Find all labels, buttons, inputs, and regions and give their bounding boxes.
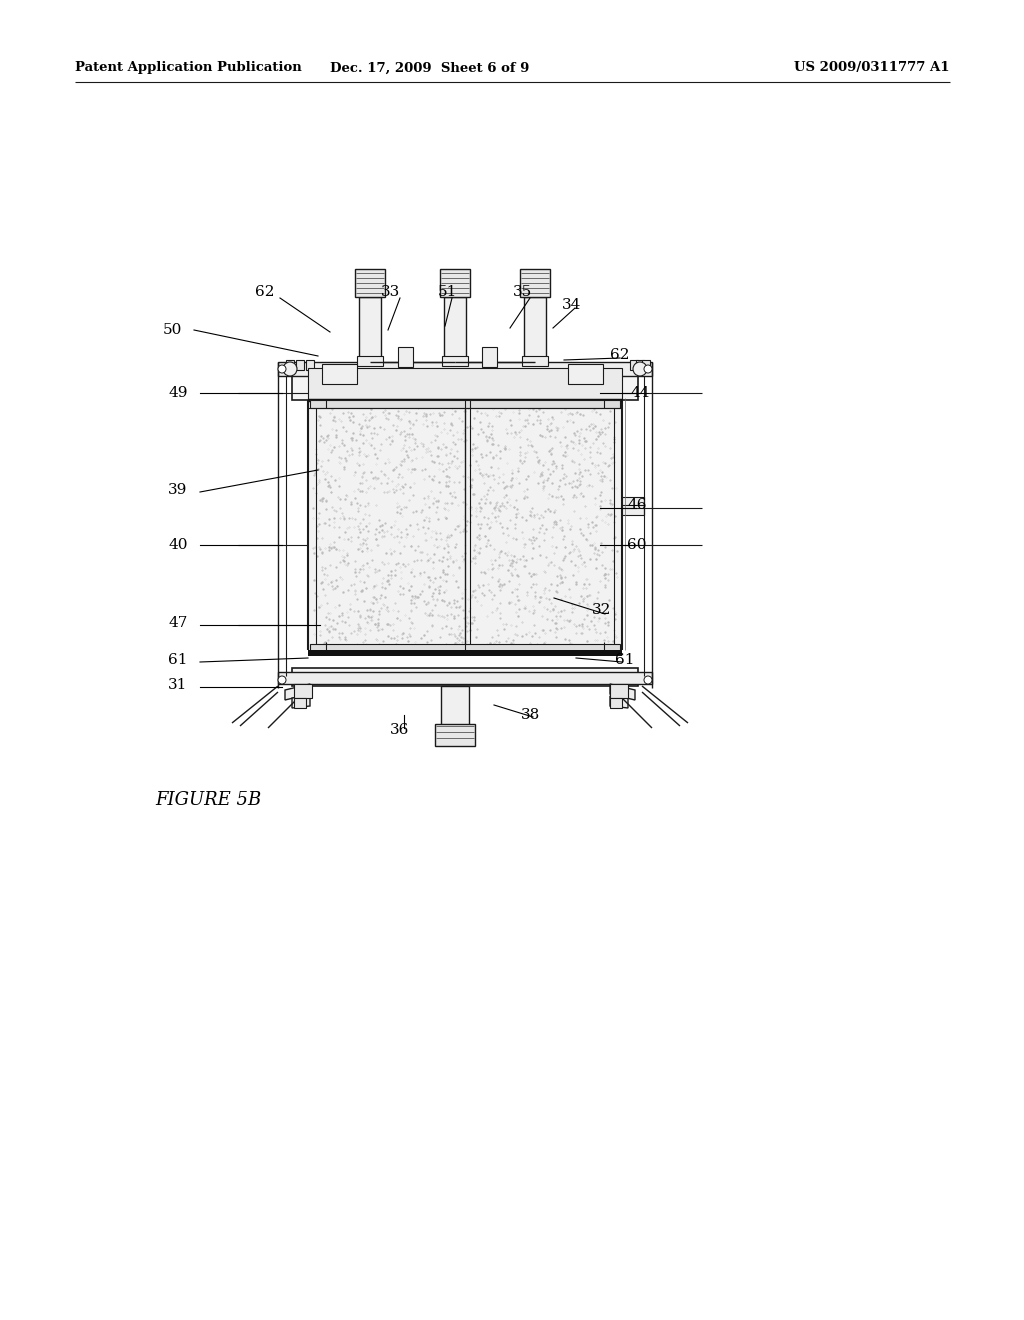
- Text: 62: 62: [610, 348, 630, 362]
- Bar: [292, 366, 638, 400]
- Bar: [441, 686, 469, 726]
- Polygon shape: [292, 696, 310, 708]
- Bar: [442, 356, 468, 366]
- Text: 47: 47: [168, 616, 187, 630]
- Bar: [308, 649, 622, 656]
- Text: Patent Application Publication: Patent Application Publication: [75, 62, 302, 74]
- Text: 51: 51: [437, 285, 457, 300]
- Bar: [294, 684, 312, 698]
- Bar: [292, 668, 638, 686]
- Bar: [642, 360, 650, 370]
- Bar: [435, 723, 475, 746]
- Circle shape: [633, 362, 647, 376]
- Bar: [610, 698, 622, 708]
- Text: 50: 50: [163, 323, 181, 337]
- Bar: [308, 399, 622, 649]
- Text: 61: 61: [615, 653, 635, 667]
- Bar: [296, 360, 304, 370]
- Bar: [444, 297, 466, 364]
- Circle shape: [278, 676, 286, 684]
- Bar: [310, 644, 620, 652]
- Text: 49: 49: [168, 385, 187, 400]
- Circle shape: [283, 362, 297, 376]
- Text: 35: 35: [513, 285, 532, 300]
- Bar: [357, 356, 383, 366]
- Bar: [294, 698, 306, 708]
- Polygon shape: [285, 684, 310, 700]
- Bar: [440, 269, 470, 297]
- Text: US 2009/0311777 A1: US 2009/0311777 A1: [795, 62, 950, 74]
- Bar: [306, 360, 314, 370]
- Bar: [308, 368, 622, 400]
- Text: 40: 40: [168, 539, 187, 552]
- Polygon shape: [610, 684, 635, 700]
- Bar: [322, 364, 357, 384]
- Circle shape: [644, 676, 652, 684]
- Text: 46: 46: [628, 498, 647, 512]
- Bar: [359, 297, 381, 364]
- Bar: [524, 297, 546, 364]
- Bar: [278, 362, 652, 376]
- Bar: [355, 269, 385, 297]
- Text: FIGURE 5B: FIGURE 5B: [155, 791, 261, 809]
- Circle shape: [278, 366, 286, 374]
- Bar: [568, 364, 603, 384]
- Bar: [622, 498, 644, 515]
- Text: Dec. 17, 2009  Sheet 6 of 9: Dec. 17, 2009 Sheet 6 of 9: [331, 62, 529, 74]
- Text: 36: 36: [390, 723, 410, 737]
- Text: 60: 60: [628, 539, 647, 552]
- Bar: [636, 360, 644, 370]
- Text: 38: 38: [520, 708, 540, 722]
- Text: 62: 62: [255, 285, 274, 300]
- Bar: [522, 356, 548, 366]
- Bar: [610, 684, 628, 698]
- Polygon shape: [610, 696, 628, 708]
- Text: 34: 34: [562, 298, 582, 312]
- Text: 32: 32: [592, 603, 611, 616]
- Text: 31: 31: [168, 678, 187, 692]
- Bar: [278, 672, 652, 684]
- Text: 44: 44: [630, 385, 650, 400]
- Bar: [310, 400, 620, 408]
- Circle shape: [644, 366, 652, 374]
- Bar: [520, 269, 550, 297]
- Bar: [398, 347, 413, 367]
- Bar: [482, 347, 497, 367]
- Bar: [286, 360, 294, 370]
- Text: 33: 33: [380, 285, 399, 300]
- Text: 39: 39: [168, 483, 187, 498]
- Bar: [630, 360, 638, 370]
- Text: 61: 61: [168, 653, 187, 667]
